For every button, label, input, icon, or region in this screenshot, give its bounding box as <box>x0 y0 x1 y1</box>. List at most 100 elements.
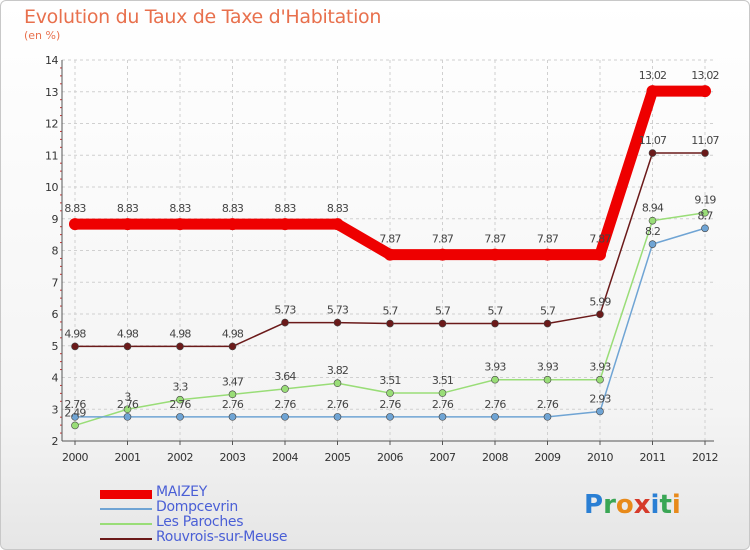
data-point <box>386 319 394 328</box>
y-tick-label: 14 <box>45 54 58 67</box>
data-point <box>543 413 552 421</box>
data-label: 3.93 <box>537 361 559 374</box>
data-point <box>228 390 237 399</box>
data-point <box>71 413 79 421</box>
data-label: 2.76 <box>537 398 559 411</box>
data-label: 2.76 <box>432 398 454 411</box>
y-tick-label: 13 <box>45 86 58 99</box>
brand-letter: o <box>615 490 634 520</box>
brand-letter: x <box>633 490 651 520</box>
data-point <box>384 248 396 261</box>
data-point <box>436 248 449 261</box>
data-point <box>699 85 711 98</box>
data-point <box>281 318 289 327</box>
y-tick-label: 9 <box>52 213 59 226</box>
data-label: 8.83 <box>274 202 296 215</box>
data-point <box>281 385 289 393</box>
data-point <box>386 389 394 397</box>
data-label: 3.82 <box>327 364 348 377</box>
y-tick-label: 8 <box>52 245 59 258</box>
y-tick-label: 11 <box>45 149 58 162</box>
data-label: 5.7 <box>382 305 398 318</box>
y-tick-label: 3 <box>52 403 59 416</box>
data-point <box>226 218 239 231</box>
series-layer <box>69 85 711 430</box>
x-tick-label: 2000 <box>62 451 88 464</box>
data-point <box>279 218 291 231</box>
legend-label: Les Paroches <box>156 514 244 530</box>
data-label: 8.83 <box>327 202 349 215</box>
data-point <box>69 218 81 231</box>
y-tick-label: 10 <box>45 181 58 194</box>
data-label: 5.7 <box>540 305 556 318</box>
x-tick-label: 2009 <box>535 451 561 464</box>
data-point <box>648 216 657 225</box>
data-point <box>596 407 604 416</box>
data-label: 7.87 <box>537 233 559 246</box>
y-tick-label: 7 <box>52 276 59 289</box>
data-point <box>438 319 447 328</box>
data-point <box>701 149 709 157</box>
y-tick-label: 12 <box>45 118 58 131</box>
data-label: 2.76 <box>327 398 349 411</box>
x-tick-label: 2002 <box>167 451 193 464</box>
data-point <box>71 421 79 430</box>
data-point <box>228 413 237 421</box>
data-label: 4.98 <box>117 327 139 340</box>
data-label: 5.73 <box>274 304 296 317</box>
data-point <box>596 310 604 319</box>
data-point <box>176 342 184 351</box>
data-label: 3.3 <box>172 381 188 394</box>
data-label: 7.87 <box>589 233 611 246</box>
data-label: 5.99 <box>589 295 611 308</box>
data-point <box>541 248 554 261</box>
data-point <box>386 413 394 421</box>
x-tick-label: 2003 <box>220 451 246 464</box>
legend-swatch <box>100 490 152 499</box>
data-point <box>176 395 184 404</box>
brand-letter: P <box>584 490 604 520</box>
data-point <box>491 375 499 384</box>
grid-layer <box>62 59 714 441</box>
data-label: 2.76 <box>379 398 401 411</box>
data-point <box>646 85 659 98</box>
axis-layer: 2 3 4 5 6 7 8 9 10 11 12 13 14 2000 2001 2002 2003 2004 20… <box>45 54 719 464</box>
brand-letter: i <box>671 490 681 520</box>
data-point <box>491 319 499 328</box>
data-label: 2.93 <box>589 392 611 405</box>
data-point <box>333 413 342 421</box>
data-label: 8.83 <box>117 202 139 215</box>
data-label: 3.93 <box>484 361 506 374</box>
data-point <box>333 318 342 327</box>
legend-swatch <box>100 538 152 540</box>
data-label: 7.87 <box>379 233 401 246</box>
y-tick-label: 6 <box>52 308 59 321</box>
x-tick-label: 2008 <box>482 451 508 464</box>
data-label: 2.76 <box>222 398 244 411</box>
chart-title: Evolution du Taux de Taxe d'Habitation <box>24 6 382 28</box>
data-label: 5.73 <box>327 304 349 317</box>
legend-swatch <box>100 508 152 510</box>
data-point <box>281 413 289 421</box>
data-label: 4.98 <box>64 327 86 340</box>
legend-label: MAIZEY <box>156 484 207 500</box>
data-label: 5.7 <box>487 305 503 318</box>
x-tick-label: 2012 <box>692 451 718 464</box>
data-label: 3.93 <box>589 361 611 374</box>
x-tick-label: 2010 <box>587 451 613 464</box>
x-tick-label: 2006 <box>377 451 403 464</box>
data-label: 8.83 <box>64 202 86 215</box>
data-label: 7.87 <box>432 233 454 246</box>
data-point <box>121 218 134 231</box>
data-label: 2.76 <box>484 398 506 411</box>
x-tick-label: 2005 <box>325 451 351 464</box>
x-tick-label: 2004 <box>272 451 298 464</box>
data-point <box>176 413 184 421</box>
x-tick-label: 2011 <box>640 451 666 464</box>
data-point <box>701 224 709 233</box>
data-label: 8.7 <box>697 209 713 222</box>
data-label-layer: 4.98 4.98 4.98 4.98 5.73 5.73 5.7 5.7 5.7 5.7 5.99… <box>64 69 720 419</box>
y-tick-label: 4 <box>52 372 59 385</box>
chart-subtitle: (en %) <box>24 29 61 42</box>
